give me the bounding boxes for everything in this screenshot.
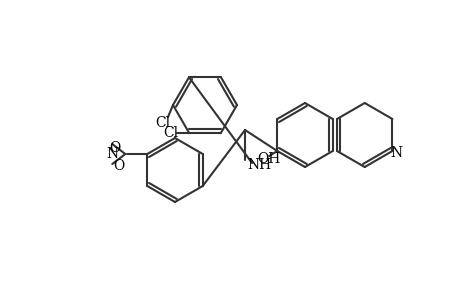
- Text: OH: OH: [257, 152, 280, 166]
- Text: Cl: Cl: [155, 116, 170, 130]
- Text: NH: NH: [246, 158, 270, 172]
- Text: N: N: [106, 147, 118, 161]
- Text: Cl: Cl: [163, 126, 178, 140]
- Text: N: N: [390, 146, 402, 160]
- Text: O: O: [109, 141, 121, 155]
- Text: O: O: [113, 159, 125, 173]
